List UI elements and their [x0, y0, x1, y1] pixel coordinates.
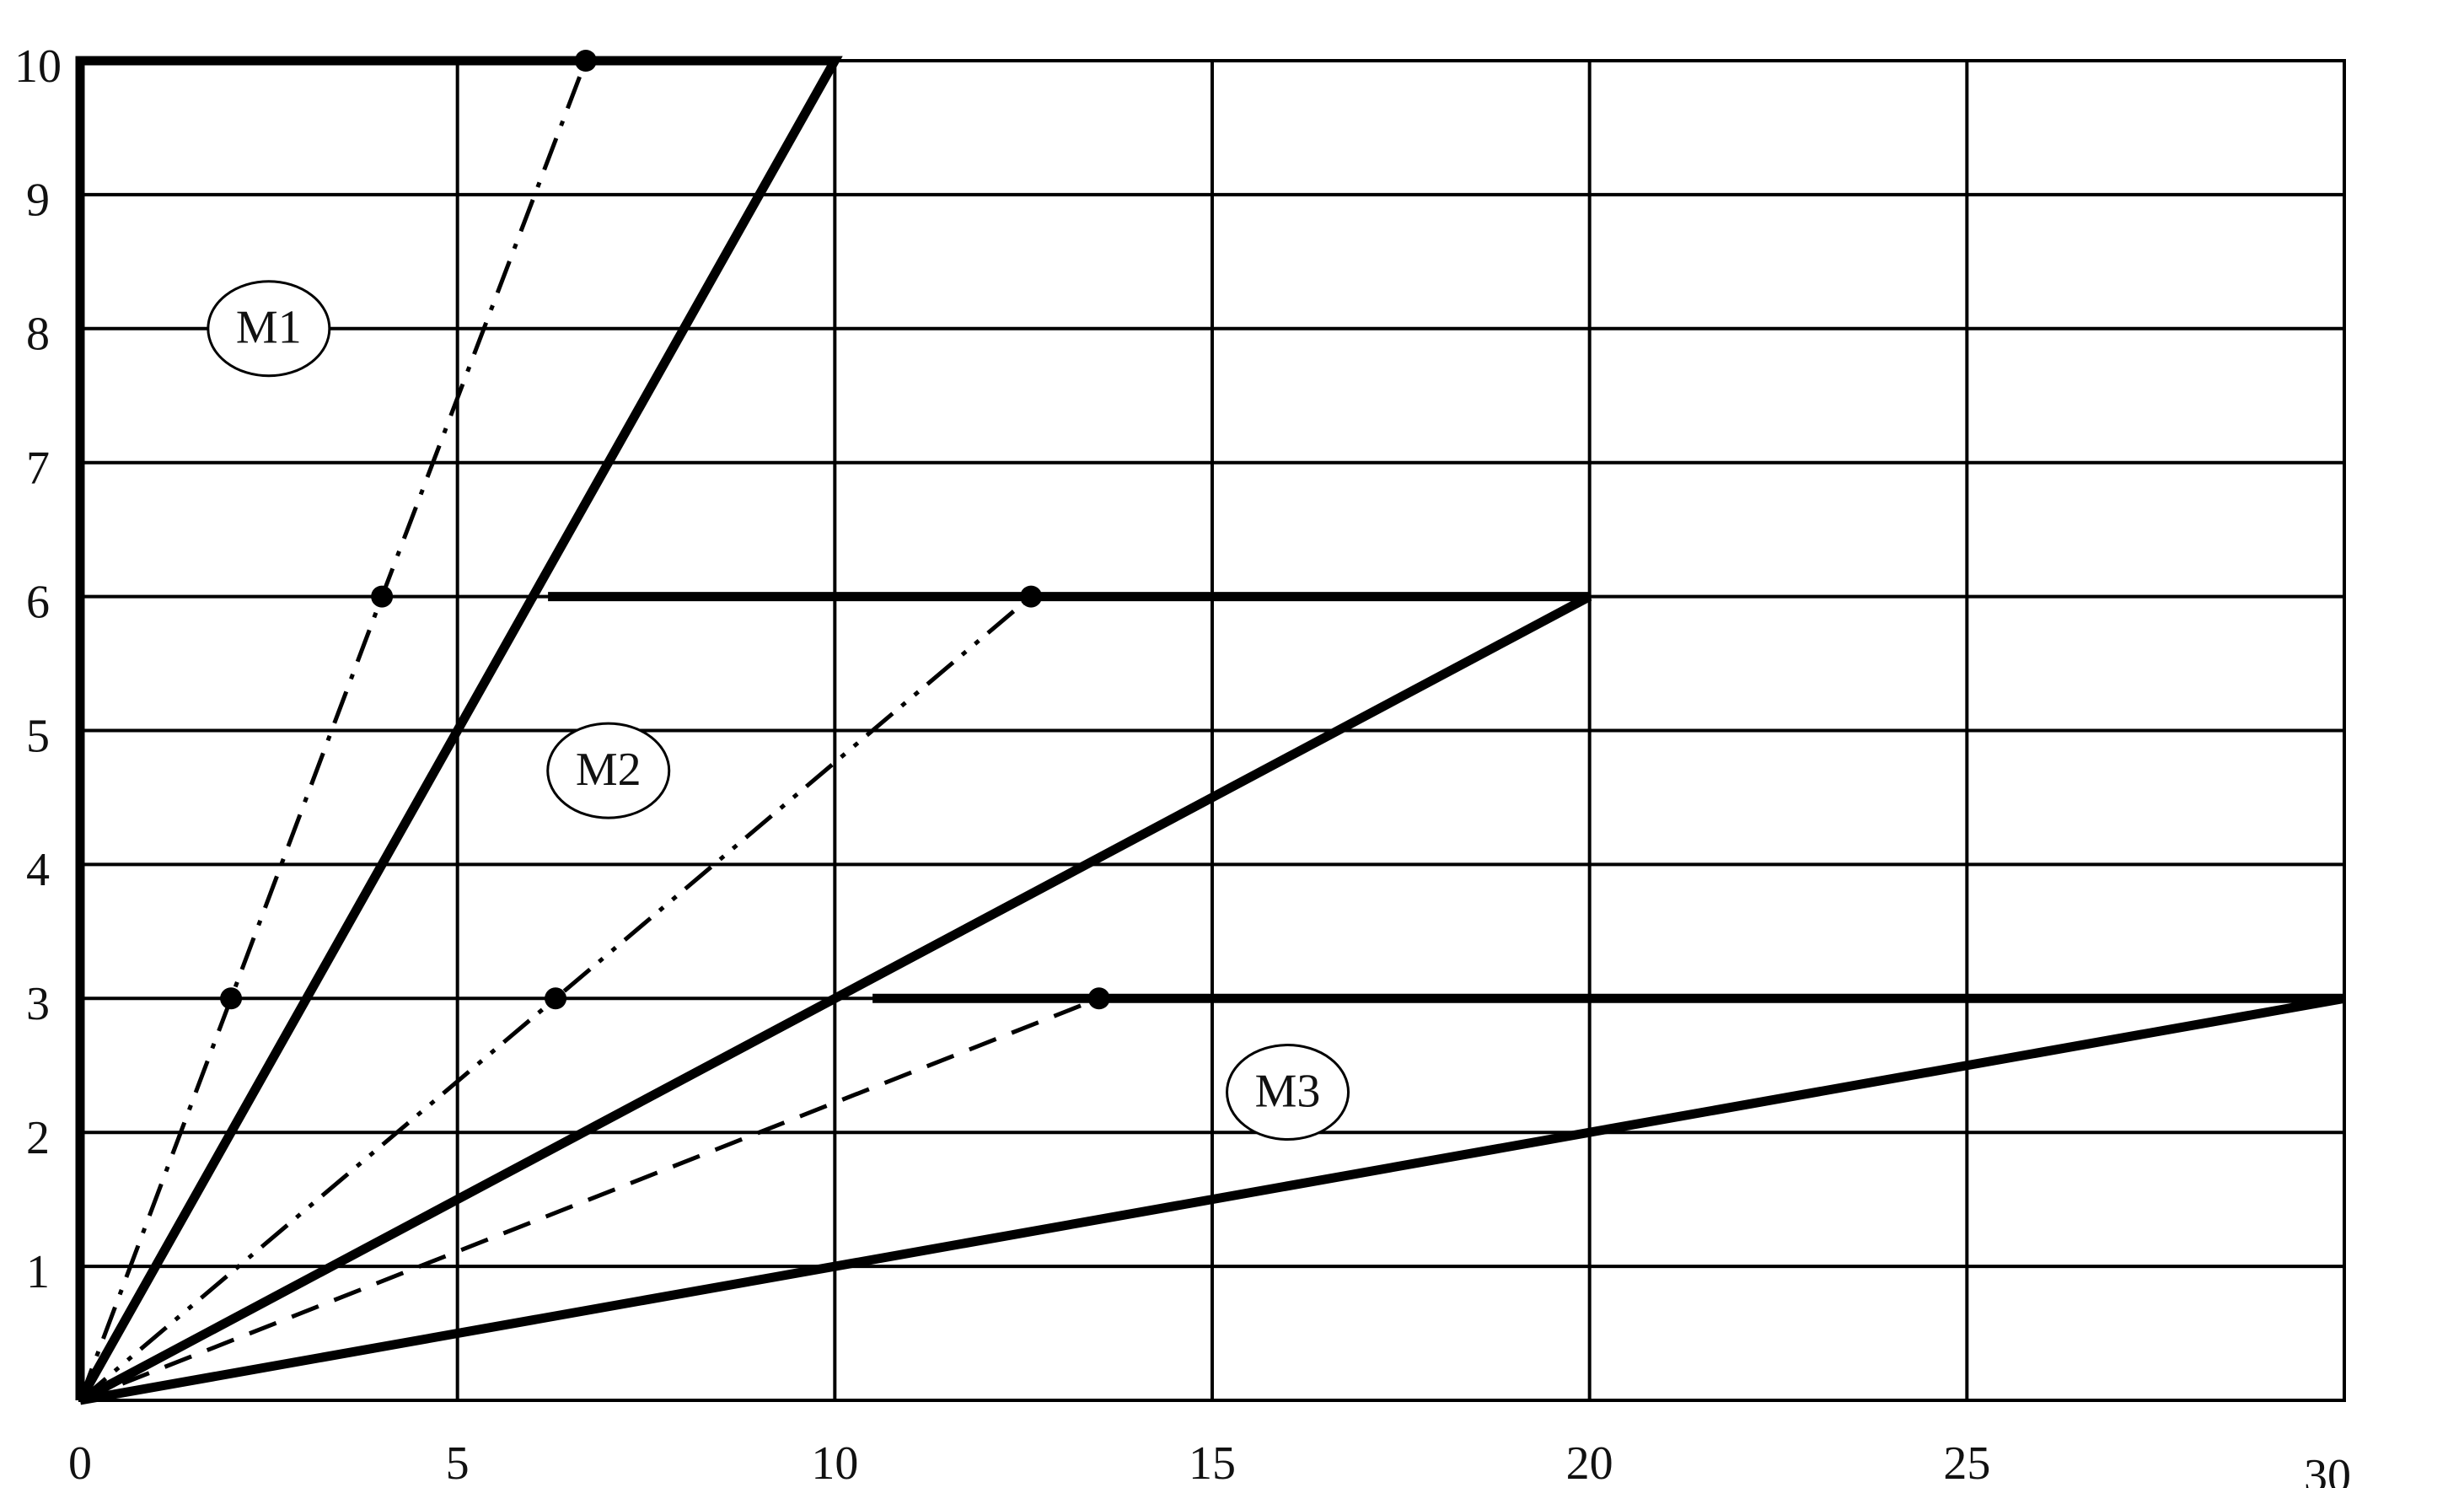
- data-point: [574, 50, 597, 72]
- y-tick-label: 8: [26, 309, 50, 361]
- data-point: [371, 585, 394, 608]
- y-tick-label: 2: [26, 1112, 50, 1164]
- y-tick-label: 3: [26, 978, 50, 1030]
- annotation: M2: [576, 744, 641, 796]
- y-tick-label: 5: [26, 710, 50, 762]
- annotation-ellipse: [546, 722, 671, 819]
- x-tick-label: 30: [2304, 1450, 2351, 1488]
- annotation: M3: [1255, 1065, 1321, 1117]
- data-point: [545, 987, 567, 1010]
- y-tick-label: 9: [26, 175, 50, 227]
- line: [75, 56, 843, 1403]
- y-tick-label: 4: [26, 844, 50, 896]
- x-tick-label: 25: [1943, 1437, 1990, 1488]
- line: [78, 594, 1033, 1402]
- line: [78, 60, 588, 1401]
- line: [79, 996, 1100, 1403]
- annotation-ellipse: [1226, 1044, 1350, 1142]
- line: [79, 993, 2345, 1405]
- y-tick-label: 10: [14, 40, 62, 93]
- data-point: [1087, 987, 1110, 1010]
- x-tick-label: 15: [1189, 1437, 1236, 1488]
- x-tick-label: 0: [68, 1437, 92, 1488]
- annotation: M1: [236, 302, 302, 354]
- x-tick-label: 20: [1566, 1437, 1613, 1488]
- line: [78, 592, 1592, 1405]
- data-point: [220, 987, 243, 1010]
- y-tick-label: 1: [26, 1246, 50, 1298]
- annotation-ellipse: [207, 280, 331, 378]
- y-tick-label: 7: [26, 443, 50, 495]
- data-point: [1020, 585, 1043, 608]
- y-tick-label: 6: [26, 576, 50, 628]
- x-tick-label: 10: [811, 1437, 858, 1488]
- x-tick-label: 5: [446, 1437, 470, 1488]
